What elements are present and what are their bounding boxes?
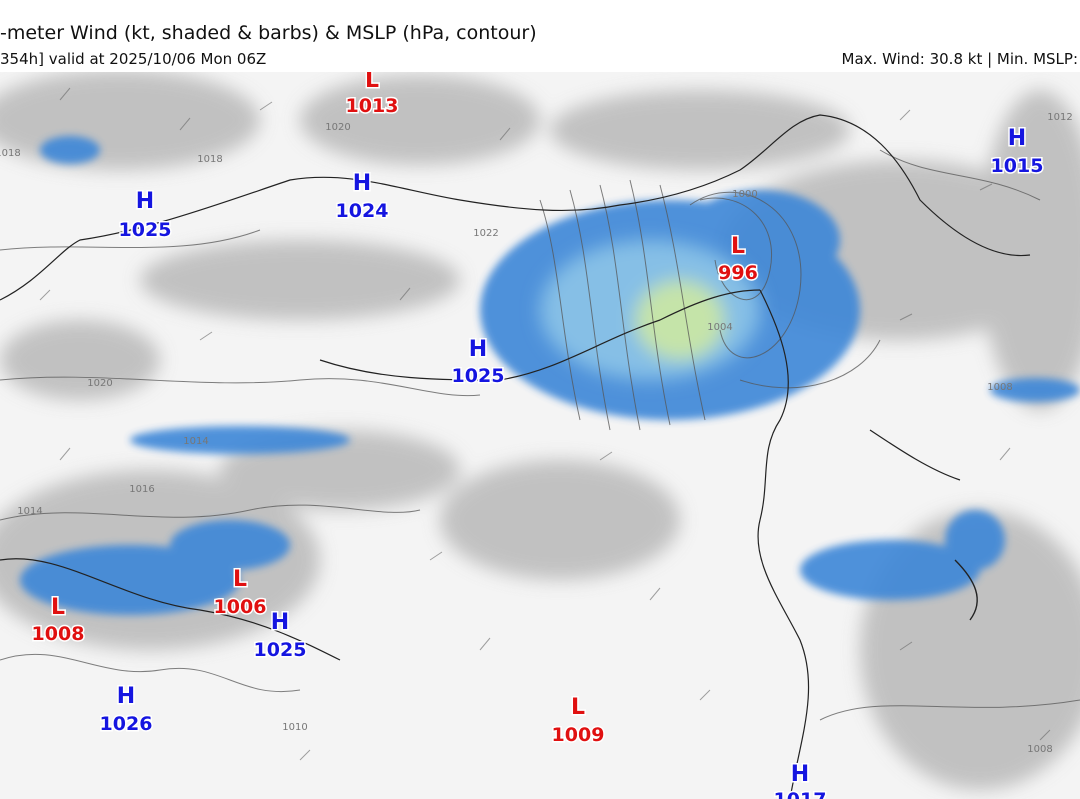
isobar-label: 1012: [1047, 112, 1072, 123]
center-value: 1013: [346, 95, 399, 117]
center-letter: H: [469, 337, 487, 362]
isobar-label: 1008: [1027, 744, 1052, 755]
center-value: 996: [718, 262, 758, 284]
isobar-label: 1004: [707, 322, 732, 333]
isobar-label: 1018: [197, 154, 222, 165]
isobar-label: 1020: [325, 122, 350, 133]
isobar-label: 1010: [282, 722, 307, 733]
isobar-label: 1008: [987, 382, 1012, 393]
center-letter: H: [117, 684, 135, 709]
subtitle: 354h] valid at 2025/10/06 Mon 06Z: [0, 50, 266, 68]
center-value: 1025: [452, 365, 505, 387]
info: Max. Wind: 30.8 kt | Min. MSLP:: [842, 50, 1078, 68]
center-value: 1009: [552, 724, 605, 746]
isobar-label: 1000: [732, 189, 757, 200]
center-letter: L: [731, 234, 745, 259]
isobar-label: 1014: [183, 436, 208, 447]
header-bg: [0, 0, 1080, 72]
center-value: 1025: [254, 639, 307, 661]
center-letter: H: [136, 189, 154, 214]
center-value: 1025: [119, 219, 172, 241]
center-value: 1008: [32, 623, 85, 645]
isobar-label: 1022: [473, 228, 498, 239]
isobars: [0, 149, 1080, 721]
isobar-label: 1020: [87, 378, 112, 389]
center-value: 1026: [100, 713, 153, 735]
center-letter: H: [1008, 126, 1026, 151]
center-letter: L: [571, 695, 585, 720]
isobar-label: 1018: [0, 148, 21, 159]
center-value: 1015: [991, 155, 1044, 177]
center-value: 1006: [214, 596, 267, 618]
center-value: 1024: [336, 200, 389, 222]
center-letter: L: [51, 595, 65, 620]
isobar-label: 1014: [17, 506, 42, 517]
center-letter: L: [365, 68, 379, 93]
isobar-labels: 1018 1018 1020 1022 1020 1014 1016 1014 1008 1012…: [0, 112, 1073, 755]
center-letter: H: [353, 171, 371, 196]
center-value: 1017: [774, 789, 827, 799]
wind-barbs: [39, 87, 1051, 761]
center-letter: H: [791, 762, 809, 787]
isobar-label: 1016: [129, 484, 154, 495]
center-letter: L: [233, 567, 247, 592]
map: 1018 1018 1020 1022 1020 1014 1016 1014 1008 1012…: [0, 68, 1080, 799]
borders: [0, 114, 1031, 799]
center-letter: H: [271, 610, 289, 635]
title: -meter Wind (kt, shaded & barbs) & MSLP …: [0, 22, 537, 44]
